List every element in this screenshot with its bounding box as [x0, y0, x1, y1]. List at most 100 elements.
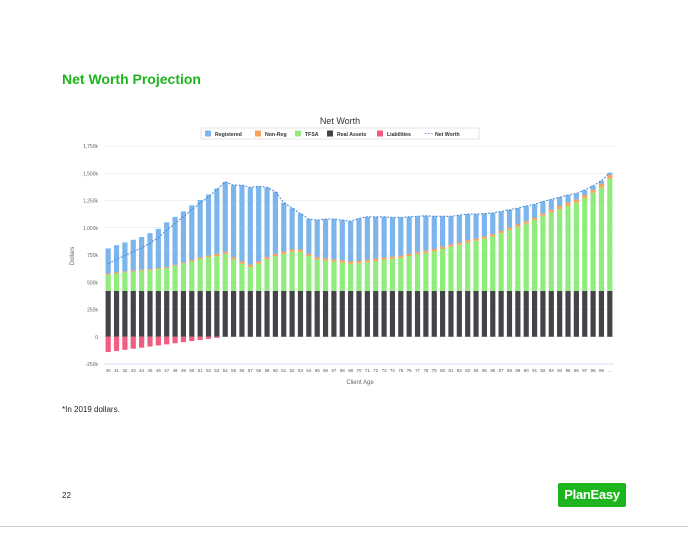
x-tick-label: 63	[298, 368, 303, 373]
bar-tfsa	[373, 260, 379, 291]
x-tick-label: 80	[440, 368, 445, 373]
bar-tfsa	[548, 212, 554, 291]
bar-tfsa	[490, 236, 496, 291]
legend-swatch	[327, 130, 333, 137]
bar-registered	[523, 205, 529, 222]
bar-tfsa	[573, 202, 579, 291]
bar-registered	[406, 216, 412, 254]
bar-non-reg	[164, 266, 170, 269]
bar-registered	[481, 213, 488, 237]
bar-tfsa	[105, 274, 111, 291]
bar-non-reg	[498, 231, 504, 234]
bar-non-reg	[230, 257, 237, 260]
bar-tfsa	[440, 249, 446, 291]
bar-registered	[448, 216, 454, 245]
footer-divider	[0, 526, 688, 527]
x-tick-label: 97	[582, 368, 587, 373]
bar-tfsa	[540, 215, 546, 291]
bar-real-assets	[448, 290, 454, 337]
bar-tfsa	[172, 265, 178, 291]
bar-registered	[573, 193, 579, 200]
y-axis-title: Dollars	[70, 247, 76, 266]
bar-tfsa	[414, 254, 421, 291]
bar-non-reg	[205, 255, 212, 258]
bar-registered	[582, 190, 588, 196]
bar-tfsa	[264, 259, 270, 291]
bar-tfsa	[473, 240, 479, 291]
bar-registered	[289, 208, 295, 250]
x-axis: 40 41 42 43 44 45 46 47 48 49 50 51 52 53 54 55 56 57 58 59…	[104, 363, 614, 373]
bar-real-assets	[139, 290, 145, 337]
bar-tfsa	[122, 272, 128, 291]
bar-real-assets	[172, 290, 178, 337]
bar-liabilities	[197, 336, 203, 341]
bar-non-reg	[113, 272, 120, 274]
x-tick-label: 58	[256, 368, 261, 373]
bar-registered	[356, 218, 362, 261]
bar-non-reg	[440, 246, 446, 250]
x-tick-label: 96	[574, 368, 579, 373]
bar-liabilities	[139, 336, 145, 348]
bar-real-assets	[557, 290, 563, 337]
bar-liabilities	[130, 336, 136, 349]
bar-real-assets	[531, 290, 538, 337]
bar-real-assets	[214, 290, 220, 337]
bar-tfsa	[389, 258, 396, 291]
bar-tfsa	[557, 209, 563, 291]
bar-non-reg	[540, 213, 546, 216]
x-tick-label: 92	[540, 368, 545, 373]
bar-registered	[297, 213, 304, 250]
legend-label: Registered	[215, 132, 242, 138]
bar-real-assets	[406, 290, 412, 337]
bar-tfsa	[247, 266, 253, 291]
bar-real-assets	[473, 290, 479, 337]
bar-registered	[339, 220, 345, 261]
legend-item: Net Worth	[425, 132, 460, 138]
bar-tfsa	[423, 252, 429, 291]
bar-registered	[247, 187, 253, 265]
x-tick-label: 57	[248, 368, 253, 373]
bar-real-assets	[548, 290, 554, 337]
bar-real-assets	[523, 290, 529, 337]
bar-registered	[456, 215, 462, 243]
bar-non-reg	[356, 260, 362, 264]
legend-item: Real Assets	[327, 130, 366, 138]
bar-tfsa	[448, 246, 454, 291]
bar-non-reg	[414, 252, 421, 255]
legend-swatch	[377, 130, 383, 137]
bar-registered	[139, 237, 145, 270]
bar-tfsa	[139, 270, 145, 291]
bar-registered	[515, 208, 521, 225]
y-tick-label: 500k	[87, 280, 98, 286]
bar-real-assets	[222, 290, 228, 337]
x-axis-title: Client Age	[346, 380, 374, 386]
bar-registered	[473, 214, 479, 239]
bar-real-assets	[272, 290, 278, 337]
bar-non-reg	[473, 238, 479, 241]
bar-tfsa	[598, 187, 605, 291]
bar-real-assets	[364, 290, 370, 337]
bar-registered	[590, 185, 596, 190]
bar-real-assets	[598, 290, 605, 337]
x-tick-label: 76	[407, 368, 412, 373]
x-tick-label: 50	[189, 368, 194, 373]
bar-non-reg	[506, 227, 513, 230]
x-tick-label: 59	[265, 368, 270, 373]
y-tick-label: -250k	[85, 362, 98, 368]
bar-registered	[272, 191, 278, 254]
bar-tfsa	[348, 263, 354, 291]
bar-non-reg	[256, 261, 262, 264]
bar-real-assets	[239, 290, 245, 337]
bar-real-assets	[356, 290, 362, 337]
bar-real-assets	[314, 290, 320, 337]
y-tick-label: 1,500k	[83, 171, 99, 177]
bar-non-reg	[523, 221, 529, 224]
bar-registered	[147, 233, 153, 270]
x-tick-label: 52	[206, 368, 211, 373]
x-tick-label: 62	[290, 368, 295, 373]
bar-tfsa	[582, 198, 588, 291]
bar-tfsa	[147, 270, 153, 291]
bar-tfsa	[456, 244, 462, 291]
bar-non-reg	[122, 271, 128, 273]
bar-registered	[189, 205, 195, 260]
